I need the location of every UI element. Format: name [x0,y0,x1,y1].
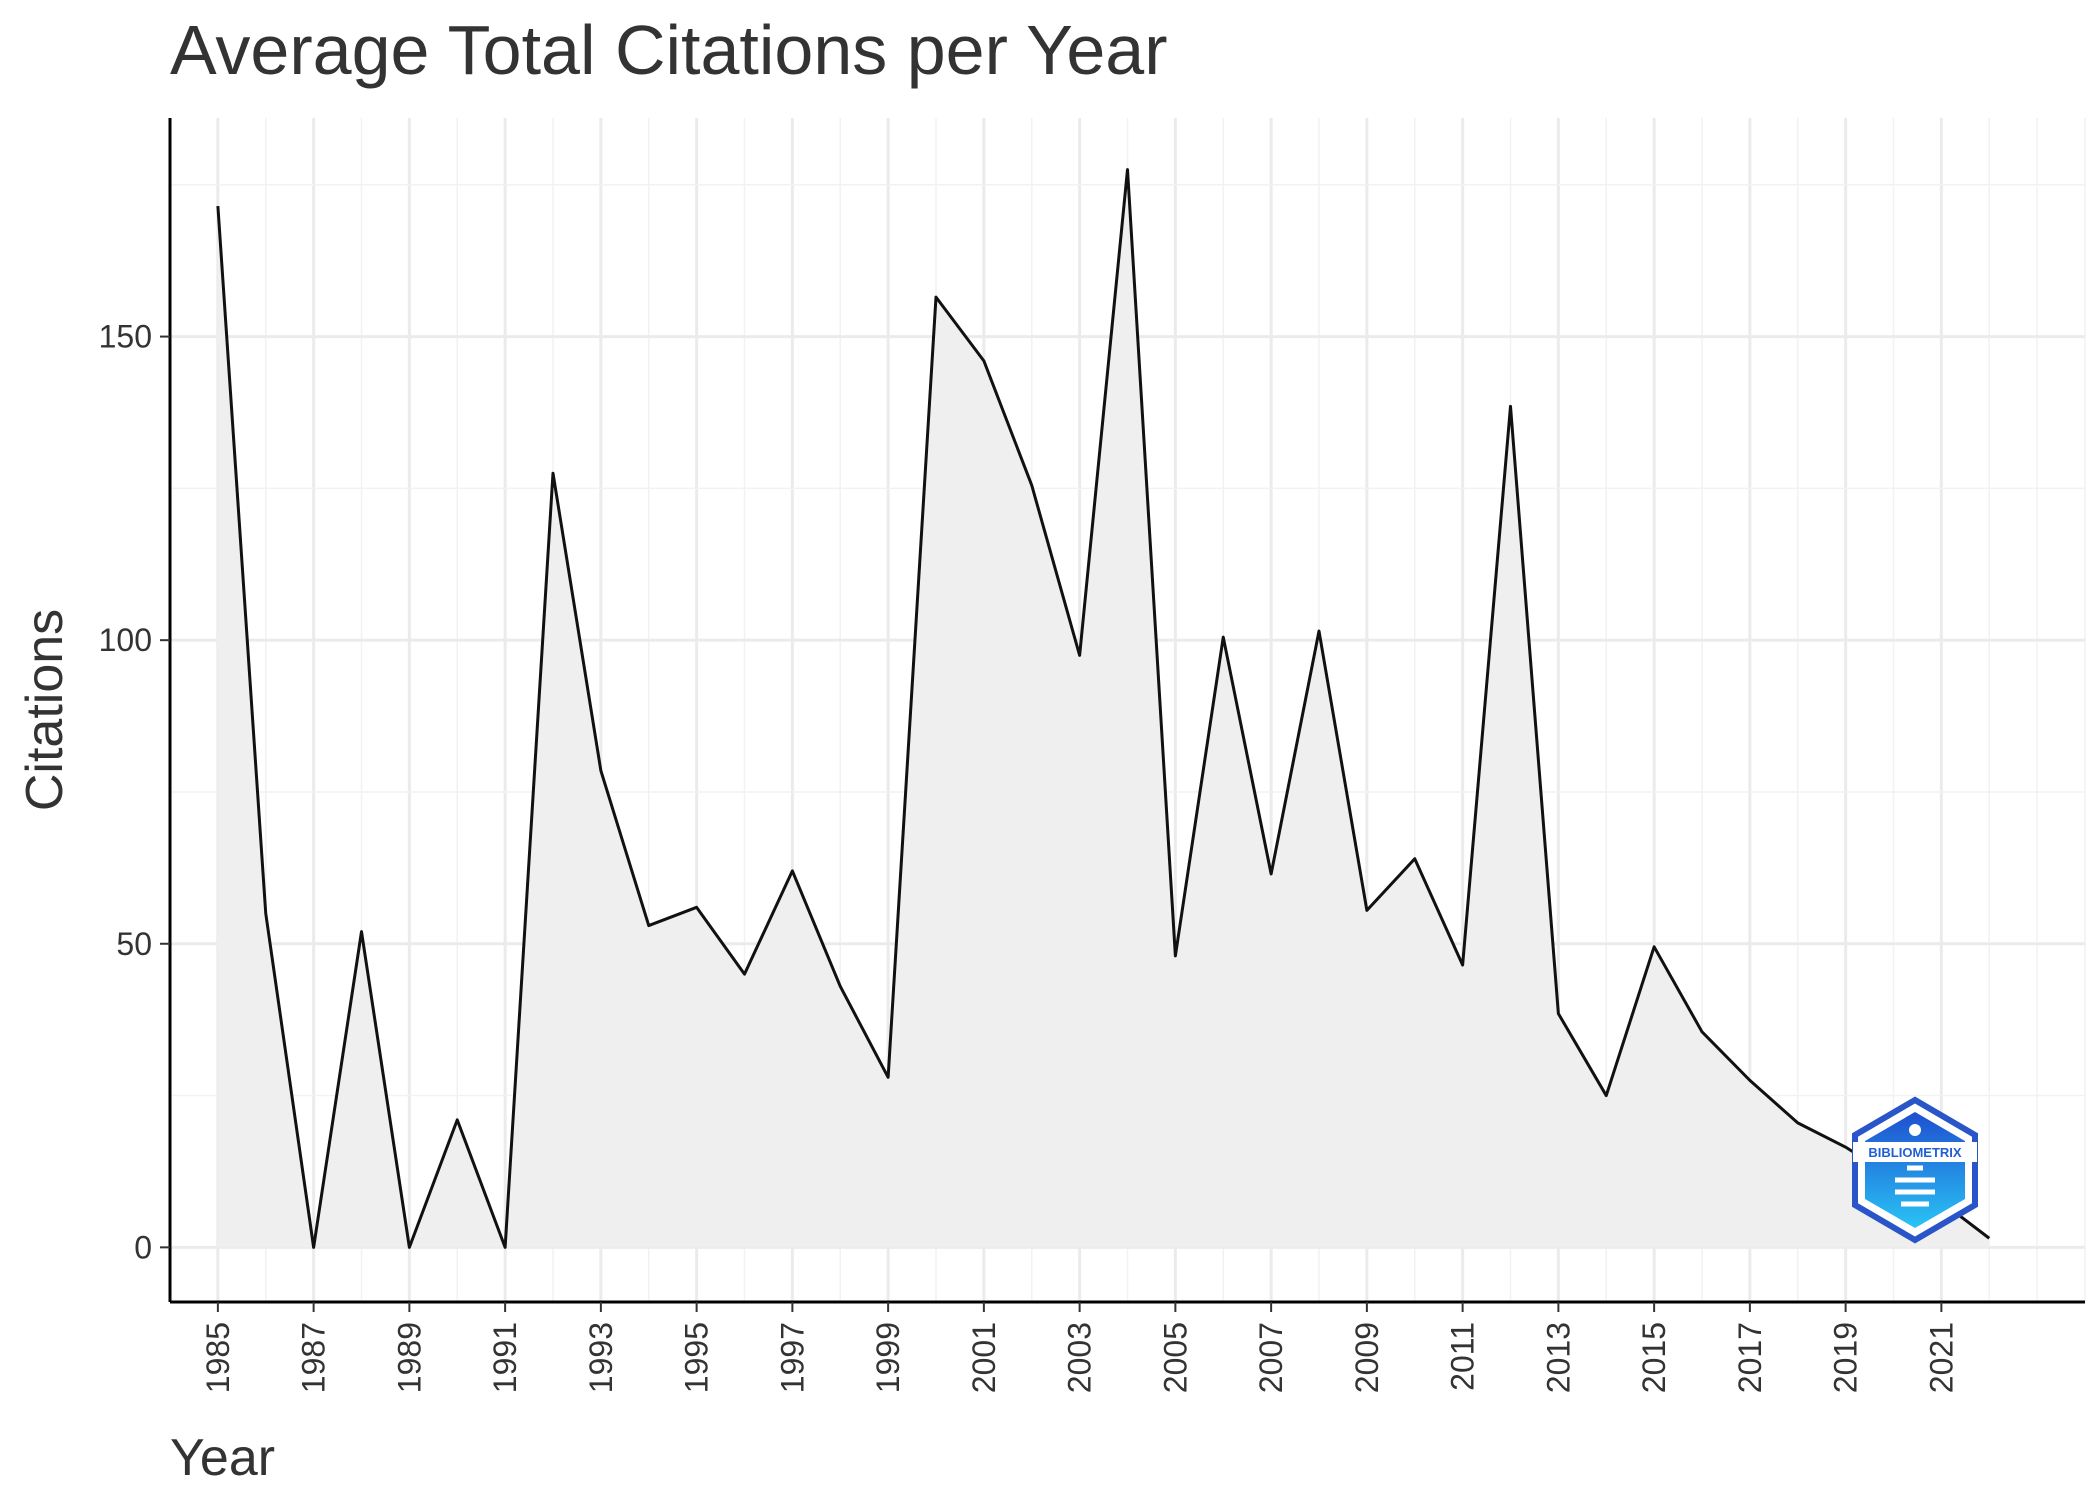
x-tick-label-2013: 2013 [1540,1322,1576,1393]
x-tick-label-1993: 1993 [583,1322,619,1393]
logo-figure-head-icon [1909,1124,1921,1136]
logo-band [1853,1142,1977,1162]
y-tick-label-100: 100 [99,622,152,658]
x-tick-label-2017: 2017 [1732,1322,1768,1393]
x-tick-label-2007: 2007 [1253,1322,1289,1393]
logo-text: BIBLIOMETRIX [1868,1145,1961,1160]
y-tick-label-0: 0 [134,1229,152,1265]
x-tick-label-1995: 1995 [679,1322,715,1393]
x-tick-label-2021: 2021 [1923,1322,1959,1393]
x-tick-label-2005: 2005 [1157,1322,1193,1393]
area-fill [217,169,1990,1248]
axis-layer [160,118,2085,1312]
label-layer: 0 50 100 150 1985 1987 1989 1991 1993 1995 1997 199… [99,319,1960,1394]
x-tick-label-2009: 2009 [1349,1322,1385,1393]
x-tick-label-2015: 2015 [1636,1322,1672,1393]
area-layer [216,168,1991,1249]
chart-title: Average Total Citations per Year [170,11,1168,89]
x-tick-label-2003: 2003 [1062,1322,1098,1393]
bibliometrix-logo: BIBLIOMETRIX [1852,1096,1978,1244]
series-line [216,168,1991,1249]
x-tick-label-2011: 2011 [1445,1322,1481,1391]
x-tick-label-1989: 1989 [391,1322,427,1393]
x-tick-label-1999: 1999 [870,1322,906,1393]
y-axis-title: Citations [16,609,74,811]
x-tick-label-2001: 2001 [966,1322,1002,1393]
x-tick-label-1985: 1985 [200,1322,236,1393]
x-tick-label-1997: 1997 [774,1322,810,1393]
x-tick-label-1991: 1991 [487,1322,523,1393]
x-axis-title: Year [170,1429,275,1487]
x-tick-label-2019: 2019 [1828,1322,1864,1393]
y-tick-label-150: 150 [99,319,152,355]
y-tick-label-50: 50 [116,926,152,962]
logo-steps-icon [1895,1165,1935,1207]
x-tick-label-1987: 1987 [296,1322,332,1393]
